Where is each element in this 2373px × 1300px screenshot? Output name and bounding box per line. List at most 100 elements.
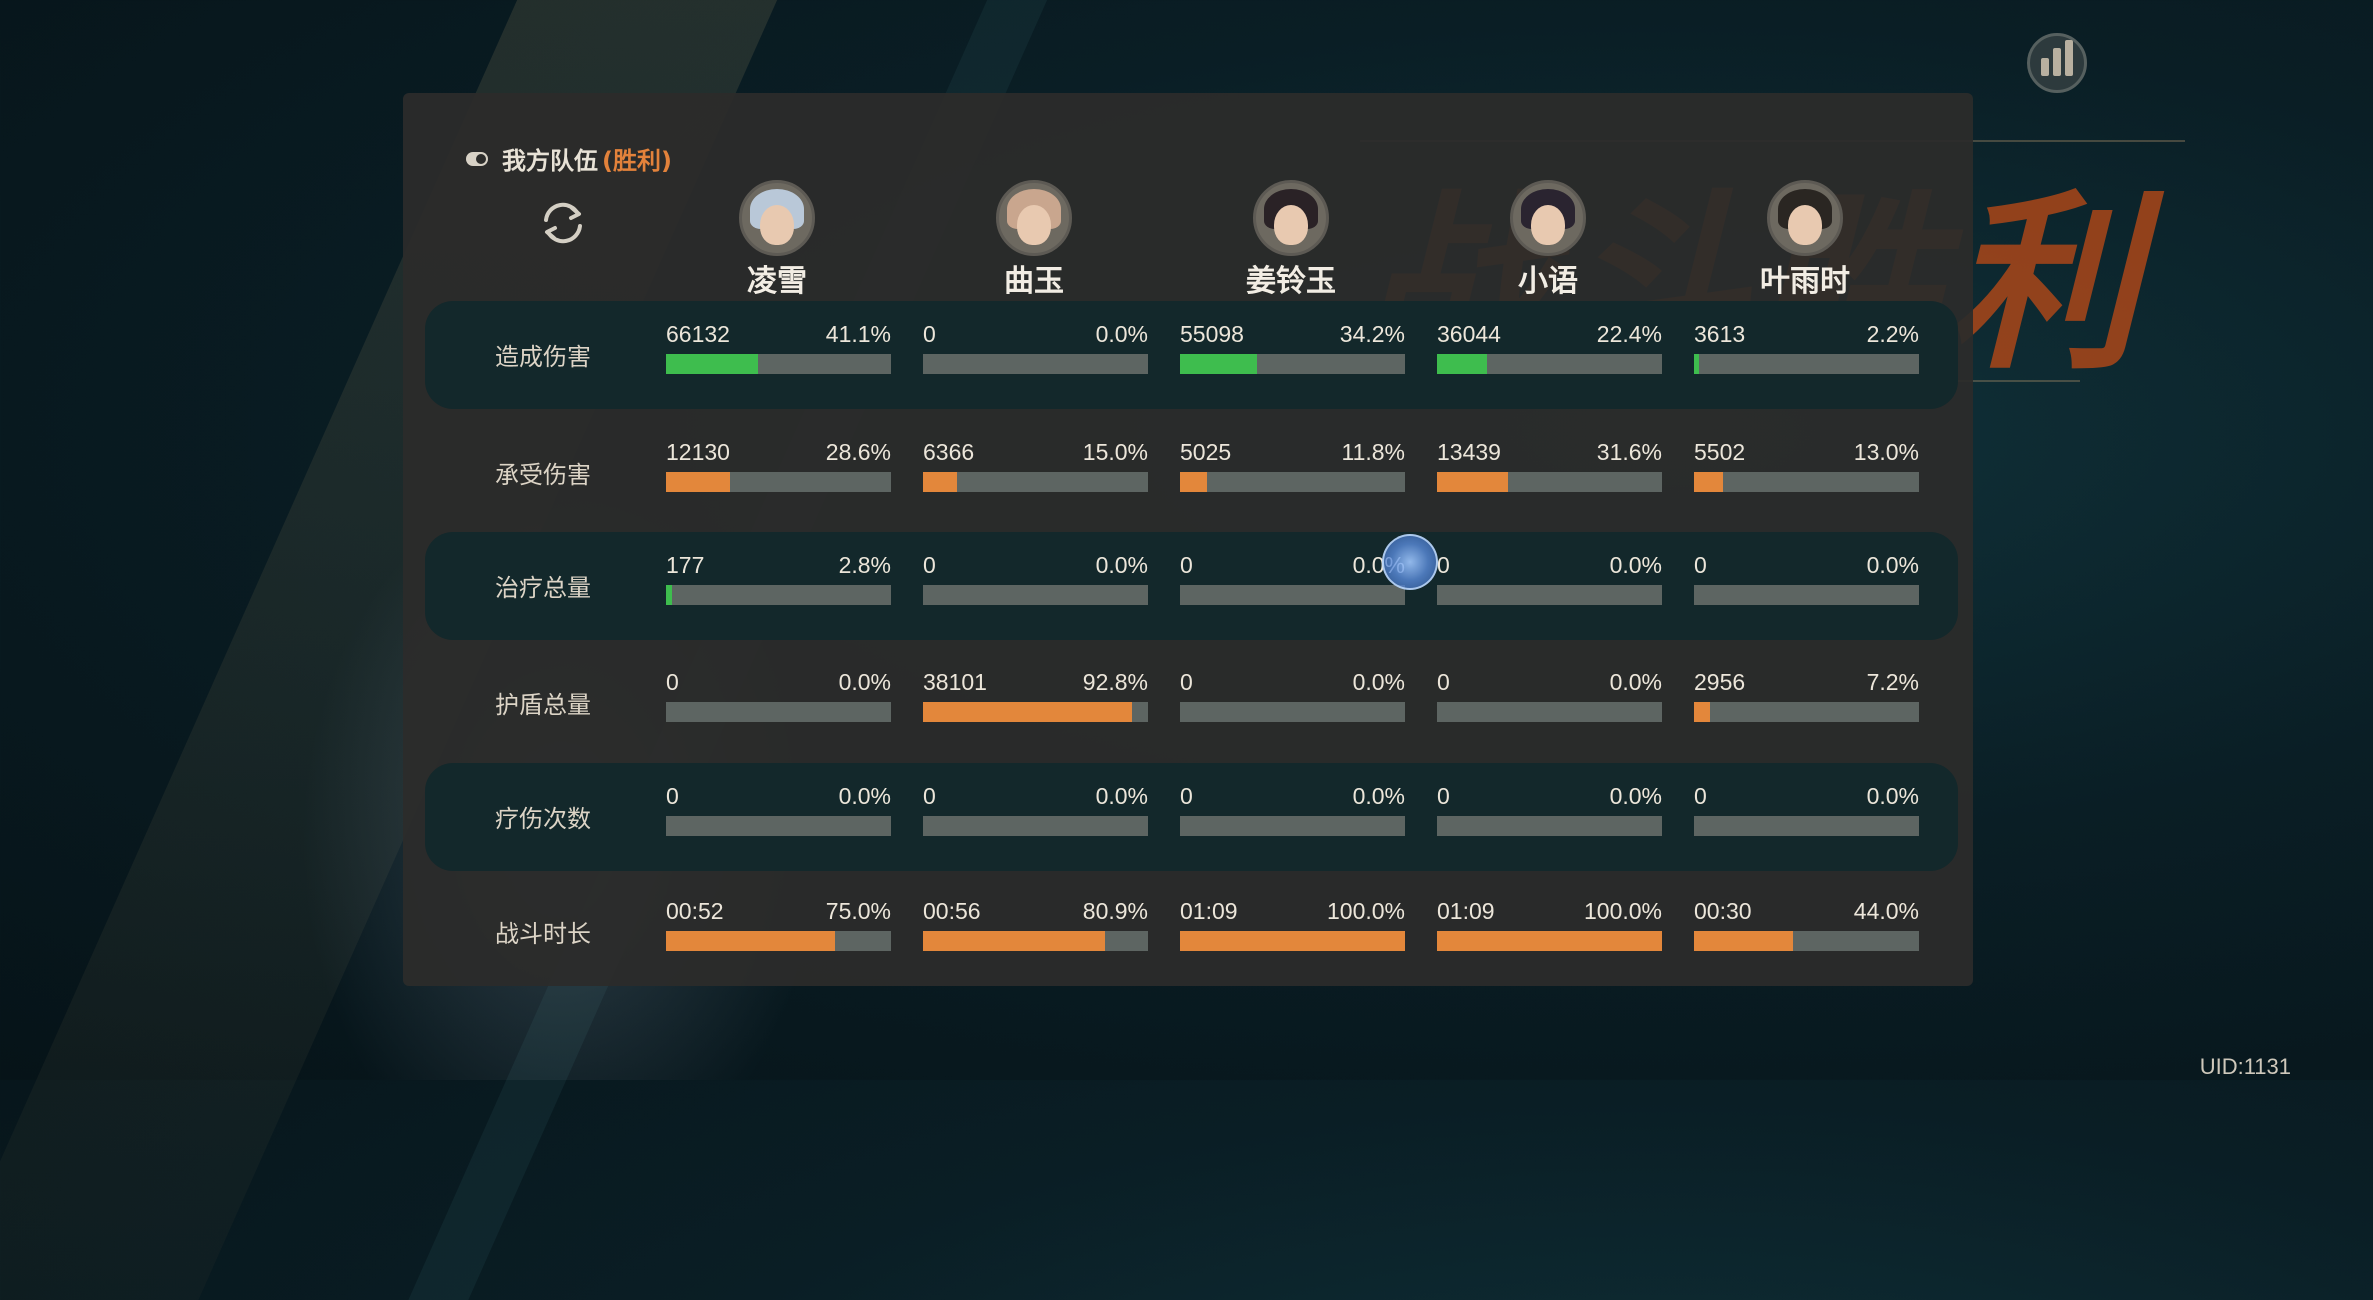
stat-bar-fill (1180, 354, 1257, 374)
stat-bar (923, 931, 1148, 951)
stat-percent: 0.0% (1352, 669, 1405, 695)
stat-bar-fill (666, 931, 835, 951)
stat-bar-fill (1437, 354, 1488, 374)
stat-cell: 5502 13.0% (1694, 439, 1919, 499)
stat-value: 0 (1437, 783, 1450, 809)
stat-bar-fill (923, 702, 1132, 722)
stat-bar (923, 702, 1148, 722)
stat-label: 承受伤害 (495, 461, 591, 489)
stat-bar-fill (923, 931, 1106, 951)
stat-value: 0 (1437, 552, 1450, 578)
toggle-icon[interactable] (466, 151, 488, 166)
stat-cell: 12130 28.6% (666, 439, 891, 499)
hero-column-2[interactable]: 曲玉 (954, 180, 1114, 300)
stat-cell: 0 0.0% (1180, 669, 1405, 729)
stat-percent: 100.0% (1326, 898, 1405, 924)
stat-bar (666, 472, 891, 492)
stat-value: 13439 (1437, 439, 1501, 465)
hero-avatar[interactable] (1767, 180, 1843, 256)
stat-value: 177 (666, 552, 705, 578)
stat-value: 38101 (923, 669, 987, 695)
stat-cell: 0 0.0% (1437, 552, 1662, 612)
stat-bar (1437, 816, 1662, 836)
uid-label: UID:1131 (2199, 1054, 2291, 1079)
hero-column-5[interactable]: 叶雨时 (1725, 180, 1885, 300)
stat-row: 造成伤害 66132 41.1% 0 0.0% 55098 34.2% 36044 22.4% 3… (425, 301, 1958, 409)
stat-bar-fill (1180, 931, 1405, 951)
stat-cell: 00:56 80.9% (923, 898, 1148, 958)
stat-percent: 28.6% (825, 439, 891, 465)
stat-percent: 15.0% (1082, 439, 1148, 465)
stat-percent: 22.4% (1596, 321, 1662, 347)
hero-avatar[interactable] (1510, 180, 1586, 256)
stat-bar-fill (1694, 472, 1724, 492)
avatar-face (1531, 205, 1565, 245)
hero-column-3[interactable]: 姜铃玉 (1211, 180, 1371, 300)
stat-percent: 0.0% (1609, 669, 1662, 695)
stat-value: 6366 (923, 439, 975, 465)
stat-value: 0 (923, 321, 936, 347)
stat-value: 0 (923, 783, 936, 809)
hero-avatar[interactable] (739, 180, 815, 256)
stat-cell: 01:09 100.0% (1180, 898, 1405, 958)
avatar-face (1788, 205, 1822, 245)
stat-cell: 0 0.0% (923, 783, 1148, 843)
stat-bar-fill (666, 585, 673, 605)
hero-name: 叶雨时 (1760, 264, 1850, 299)
stat-cell: 00:30 44.0% (1694, 898, 1919, 958)
stat-value: 55098 (1180, 321, 1244, 347)
stat-value: 0 (1180, 669, 1193, 695)
stat-bar (1437, 702, 1662, 722)
stat-cell: 0 0.0% (666, 669, 891, 729)
stat-cell: 3613 2.2% (1694, 321, 1919, 381)
stat-cell: 0 0.0% (1180, 783, 1405, 843)
stat-percent: 0.0% (1352, 783, 1405, 809)
stat-cell: 5025 11.8% (1180, 439, 1405, 499)
touch-cursor-icon (1382, 534, 1438, 590)
stat-bar-fill (1694, 702, 1711, 722)
stat-bar (1180, 816, 1405, 836)
stat-value: 3613 (1694, 321, 1746, 347)
stat-bar (1180, 702, 1405, 722)
stat-bar (1694, 354, 1919, 374)
stat-cell: 38101 92.8% (923, 669, 1148, 729)
refresh-icon[interactable] (536, 196, 590, 250)
avatar-face (1017, 205, 1051, 245)
stat-bar (1180, 472, 1405, 492)
stat-value: 0 (666, 783, 679, 809)
stat-cell: 13439 31.6% (1437, 439, 1662, 499)
stat-value: 0 (1180, 783, 1193, 809)
stat-bar (1694, 816, 1919, 836)
stat-value: 0 (1694, 552, 1707, 578)
stat-bar (923, 816, 1148, 836)
stat-bar (923, 472, 1148, 492)
stat-bar (666, 816, 891, 836)
hero-avatar[interactable] (996, 180, 1072, 256)
stat-percent: 7.2% (1866, 669, 1919, 695)
stat-value: 0 (666, 669, 679, 695)
stat-cell: 01:09 100.0% (1437, 898, 1662, 958)
stat-value: 5025 (1180, 439, 1232, 465)
stats-chart-button[interactable] (2027, 33, 2087, 93)
stat-percent: 0.0% (1095, 783, 1148, 809)
stat-bar (1180, 585, 1405, 605)
stat-percent: 0.0% (1095, 552, 1148, 578)
stat-value: 00:52 (666, 898, 724, 924)
stat-bar (666, 702, 891, 722)
hero-avatar[interactable] (1253, 180, 1329, 256)
hero-column-4[interactable]: 小语 (1468, 180, 1628, 300)
hero-column-1[interactable]: 凌雪 (697, 180, 857, 300)
stat-percent: 13.0% (1853, 439, 1919, 465)
team-header: 我方队伍 (胜利) (466, 141, 672, 176)
stat-percent: 0.0% (1095, 321, 1148, 347)
stat-bar (666, 354, 891, 374)
stat-percent: 31.6% (1596, 439, 1662, 465)
stat-percent: 80.9% (1082, 898, 1148, 924)
stat-percent: 11.8% (1341, 439, 1405, 465)
stat-value: 0 (1694, 783, 1707, 809)
stat-value: 01:09 (1180, 898, 1238, 924)
stat-bar-fill (666, 472, 731, 492)
hero-name: 小语 (1518, 264, 1578, 299)
stat-percent: 0.0% (1609, 552, 1662, 578)
stat-row: 护盾总量 0 0.0% 38101 92.8% 0 0.0% 0 0.0% 2956 7.2% (425, 649, 1958, 757)
